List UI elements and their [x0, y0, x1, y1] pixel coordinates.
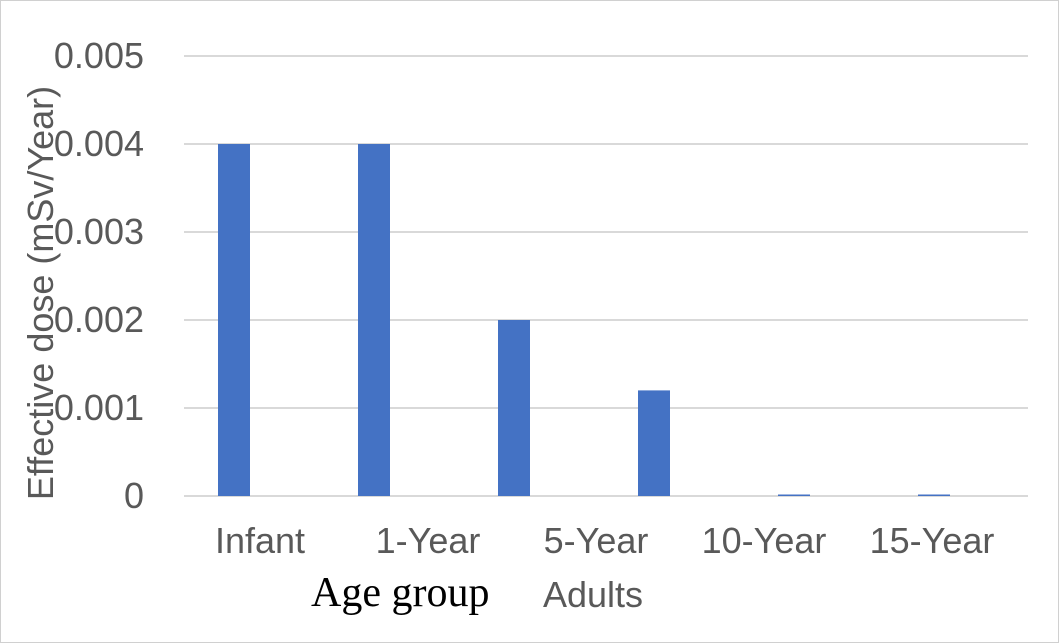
- gridlines: [184, 55, 1028, 497]
- x-axis-title: Age group: [311, 570, 489, 616]
- bar: [358, 144, 390, 496]
- bar: [918, 494, 950, 496]
- y-tick-label: 0.001: [54, 387, 144, 428]
- bar: [218, 144, 250, 496]
- x-tick-label-adults: Adults: [543, 574, 643, 615]
- x-tick-label: 5-Year: [544, 520, 649, 561]
- bars: [218, 144, 950, 496]
- y-tick-label: 0.002: [54, 299, 144, 340]
- x-tick-label: Infant: [215, 520, 305, 561]
- x-tick-label: 15-Year: [870, 520, 995, 561]
- y-tick-labels: 0 0.001 0.002 0.003 0.004 0.005: [54, 35, 144, 516]
- y-tick-label: 0: [124, 475, 144, 516]
- x-tick-labels: Infant 1-Year 5-Year 10-Year 15-Year: [215, 520, 994, 561]
- bar: [498, 320, 530, 496]
- y-tick-label: 0.003: [54, 211, 144, 252]
- y-tick-label: 0.004: [54, 123, 144, 164]
- x-tick-label: 1-Year: [376, 520, 481, 561]
- bar: [778, 494, 810, 496]
- y-axis-title: Effective dose (mSv/Year): [20, 86, 61, 500]
- bar: [638, 390, 670, 496]
- x-tick-label: 10-Year: [702, 520, 827, 561]
- y-tick-label: 0.005: [54, 35, 144, 76]
